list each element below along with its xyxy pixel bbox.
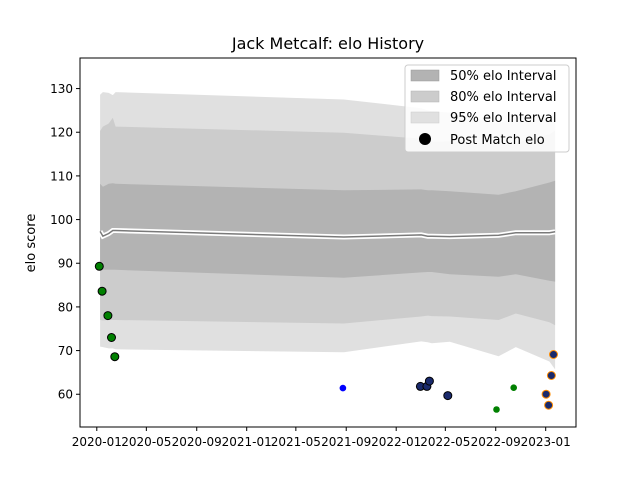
y-tick-label-7: 120 [50,126,73,140]
chart-title: Jack Metcalf: elo History [231,34,424,53]
plot-area [94,92,558,413]
post-match-point-2 [97,286,107,296]
legend-swatch-80 [410,90,440,103]
post-match-point-9 [424,376,434,386]
x-tick-label-5: 2021-05 [271,435,321,449]
post-match-point-15 [546,371,556,380]
x-tick-label-8: 2022-05 [420,435,470,449]
x-tick-label-4: 2021-01 [222,435,272,449]
y-tick-label-5: 100 [50,213,73,227]
legend: 50% elo Interval 80% elo Interval 95% el… [404,64,570,153]
y-axis-label: elo score [24,214,39,273]
legend-marker-post-match [419,133,431,145]
legend-label-95: 95% elo Interval [450,111,557,126]
x-tick-label-6: 2021-09 [321,435,371,449]
post-match-point-4 [107,333,116,342]
legend-swatch-95 [410,111,440,124]
post-match-point-14 [544,400,554,410]
band-50-interval [100,180,556,282]
post-match-point-16 [549,350,558,359]
y-tick-label-1: 60 [58,388,73,402]
axes: 2020-01 2020-05 2020-09 2021-01 2021-05 2021-… [50,57,577,449]
x-tick-label-1: 2020-01 [72,435,122,449]
x-tick-label-7: 2022-01 [371,435,421,449]
x-tick-label-10: 2023-01 [521,435,571,449]
post-match-point-11 [493,406,500,413]
post-match-point-5 [110,352,120,362]
legend-swatch-50 [410,69,440,82]
post-match-point-10 [443,391,453,401]
y-tick-label-4: 90 [58,257,73,271]
y-tick-label-2: 70 [58,344,73,358]
x-tick-label-3: 2020-09 [172,435,222,449]
post-match-point-3 [103,311,113,321]
x-tick-label-2: 2020-05 [121,435,171,449]
y-tick-label-8: 130 [50,82,73,96]
post-match-point-12 [510,384,518,392]
legend-label-80: 80% elo Interval [450,90,557,105]
y-tick-label-6: 110 [50,169,73,183]
mean-elo-line [99,229,556,238]
post-match-point-1 [94,261,104,271]
legend-frame [404,64,570,153]
axes-frame [79,57,577,428]
legend-label-post-match: Post Match elo [450,133,545,148]
y-tick-label-3: 80 [58,300,73,314]
post-match-point-6 [339,384,347,392]
legend-label-50: 50% elo Interval [450,69,557,84]
post-match-point-13 [541,389,551,399]
x-tick-label-9: 2022-09 [471,435,521,449]
